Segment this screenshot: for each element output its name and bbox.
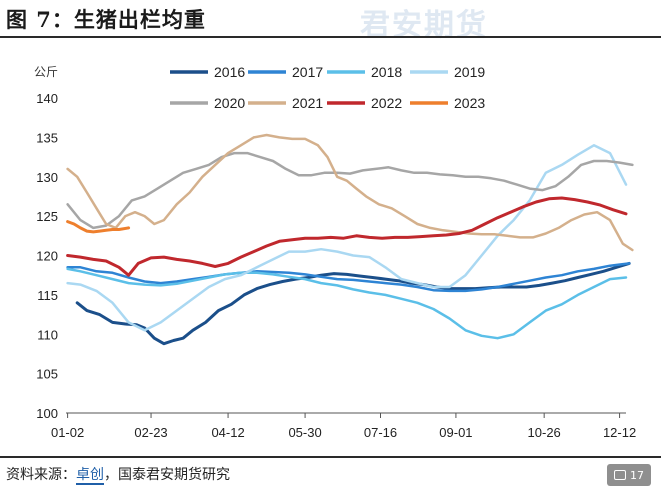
chart-axes: 100 105 110 115 120 125 130 135 140 01-02 02-23 04-… — [36, 91, 636, 440]
y-tick-label: 140 — [36, 91, 58, 106]
series-line-2018 — [66, 267, 628, 340]
legend-label-2018: 2018 — [371, 64, 402, 80]
x-tick-label: 04-12 — [211, 425, 244, 440]
bottom-divider — [0, 456, 661, 458]
x-tick-label: 01-02 — [51, 425, 84, 440]
y-tick-label: 100 — [36, 406, 58, 421]
page-number-badge: 17 — [607, 464, 651, 486]
legend-label-2020: 2020 — [214, 95, 245, 111]
legend-label-2022: 2022 — [371, 95, 402, 111]
page-number: 17 — [630, 468, 644, 482]
y-tick-label: 135 — [36, 130, 58, 145]
line-chart: 100 105 110 115 120 125 130 135 140 01-02 02-23 04-… — [34, 64, 636, 440]
legend-label-2017: 2017 — [292, 64, 323, 80]
legend-label-2023: 2023 — [454, 95, 485, 111]
y-tick-label: 130 — [36, 170, 58, 185]
x-tick-label: 02-23 — [134, 425, 167, 440]
legend-label-2021: 2021 — [292, 95, 323, 111]
source-note: 资料来源：卓创，国泰君安期货研究 — [6, 464, 230, 485]
x-tick-label: 12-12 — [603, 425, 636, 440]
series-line-2021 — [66, 133, 634, 252]
y-tick-label: 105 — [36, 367, 58, 382]
chart-series — [66, 133, 634, 346]
series-line-2017 — [66, 262, 631, 293]
y-tick-label: 110 — [37, 327, 58, 342]
x-tick-label: 09-01 — [439, 425, 472, 440]
top-divider — [0, 36, 661, 38]
legend-label-2016: 2016 — [214, 64, 245, 80]
source-suffix: ，国泰君安期货研究 — [104, 467, 230, 483]
series-line-2023 — [66, 220, 131, 234]
x-tick-label: 05-30 — [288, 425, 321, 440]
y-tick-label: 125 — [36, 209, 58, 224]
y-tick-label: 115 — [37, 288, 58, 303]
y-tick-label: 120 — [36, 249, 58, 264]
x-tick-label: 07-16 — [364, 425, 397, 440]
legend-label-2019: 2019 — [454, 64, 485, 80]
x-tick-label: 10-26 — [528, 425, 561, 440]
series-line-2020 — [66, 151, 634, 230]
series-line-2016 — [75, 261, 631, 346]
source-prefix: 资料来源： — [6, 467, 76, 483]
page-icon — [614, 470, 626, 480]
series-line-2022 — [66, 196, 628, 277]
y-axis-unit-label: 公斤 — [34, 65, 58, 79]
figure-title: 图 7：生猪出栏均重 — [6, 7, 206, 32]
source-link[interactable]: 卓创 — [76, 467, 104, 485]
chart-legend: 2016 2017 2018 2019 2020 2021 2022 2023 — [170, 64, 485, 111]
series-line-2019 — [66, 144, 628, 332]
